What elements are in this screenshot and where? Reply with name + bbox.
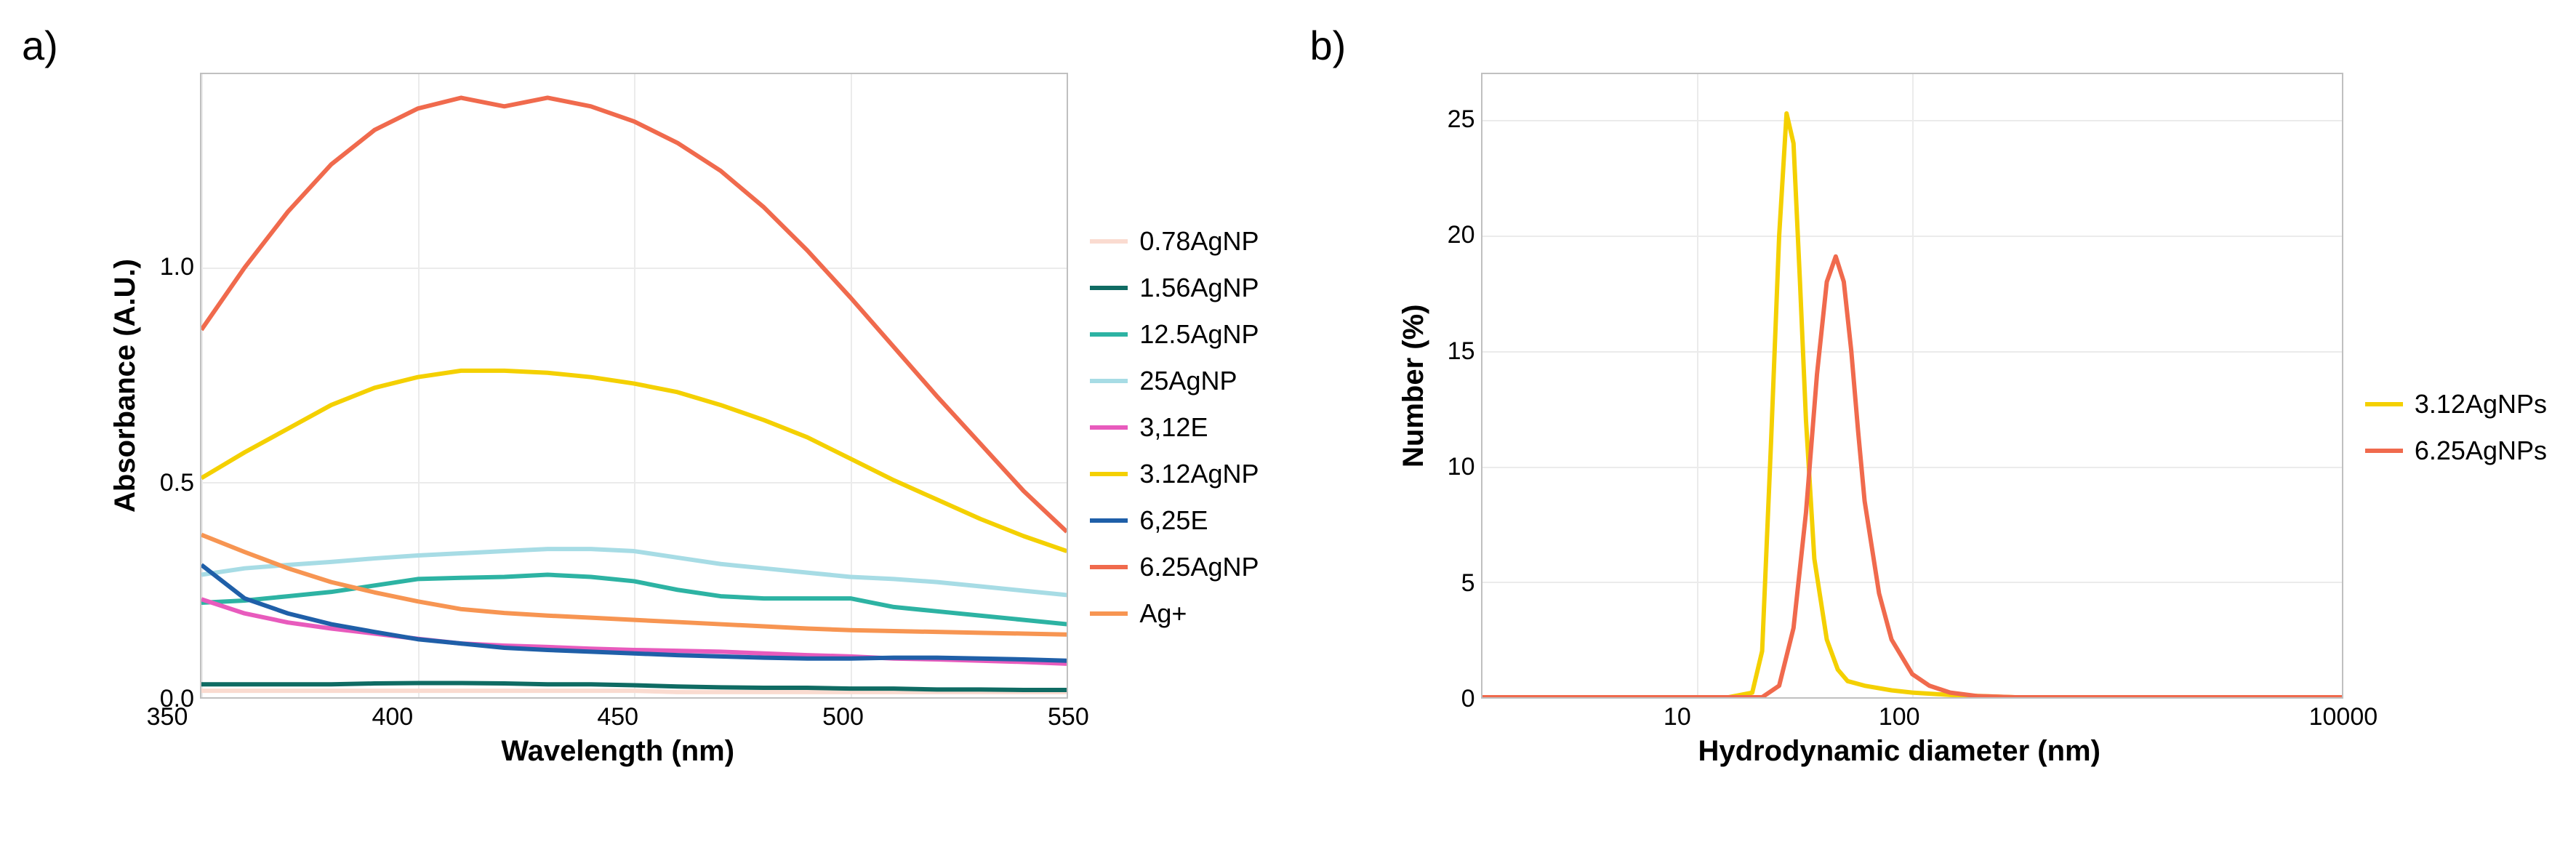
figure-root: a) Absorbance (A.U.) 1.00.50.0 350400450… bbox=[15, 15, 2561, 840]
grid-line bbox=[2342, 74, 2343, 697]
legend-swatch bbox=[1090, 425, 1128, 430]
legend-item: 3.12AgNPs bbox=[2365, 389, 2547, 420]
series-line bbox=[201, 97, 1067, 531]
legend-swatch bbox=[1090, 611, 1128, 616]
x-tick-label: 550 bbox=[1048, 703, 1089, 731]
legend-label: 3.12AgNP bbox=[1139, 459, 1259, 489]
legend-label: 6.25AgNPs bbox=[2415, 435, 2547, 466]
panel-b-y-axis-label: Number (%) bbox=[1390, 73, 1437, 699]
panel-b: b) Number (%) 0510152025 1010010000 Hydr… bbox=[1303, 15, 2562, 840]
panel-b-svg bbox=[1482, 74, 2342, 697]
x-tick-label: 10 bbox=[1664, 703, 1691, 731]
legend-item: 3,12E bbox=[1090, 412, 1259, 443]
legend-item: 12.5AgNP bbox=[1090, 319, 1259, 350]
panel-a-x-ticks-row: 350400450500550 bbox=[167, 699, 1068, 731]
panel-a-svg bbox=[201, 74, 1067, 697]
legend-label: 3,12E bbox=[1139, 412, 1208, 443]
panel-b-label: b) bbox=[1310, 22, 1347, 69]
panel-b-plot-row: Number (%) 0510152025 bbox=[1390, 73, 2343, 699]
panel-a-y-axis-label: Absorbance (A.U.) bbox=[102, 73, 149, 699]
y-tick-label: 20 bbox=[1448, 222, 1475, 247]
series-line bbox=[201, 549, 1067, 595]
y-tick-label: 15 bbox=[1448, 339, 1475, 364]
series-line bbox=[1482, 257, 2342, 697]
panel-b-y-ticks: 0510152025 bbox=[1437, 73, 1481, 699]
x-tick-label: 500 bbox=[822, 703, 864, 731]
y-tick-label: 25 bbox=[1448, 107, 1475, 132]
legend-swatch bbox=[1090, 472, 1128, 476]
series-line bbox=[1482, 113, 2342, 697]
legend-item: 0.78AgNP bbox=[1090, 226, 1259, 257]
legend-item: 6,25E bbox=[1090, 505, 1259, 536]
panel-a-chart-container: Absorbance (A.U.) 1.00.50.0 350400450500… bbox=[15, 15, 1068, 840]
x-tick-label: 10000 bbox=[2309, 703, 2378, 731]
legend-label: 25AgNP bbox=[1139, 366, 1237, 396]
legend-item: 1.56AgNP bbox=[1090, 273, 1259, 303]
legend-label: 12.5AgNP bbox=[1139, 319, 1259, 350]
legend-item: 25AgNP bbox=[1090, 366, 1259, 396]
panel-b-chart-container: Number (%) 0510152025 1010010000 Hydrody… bbox=[1303, 15, 2343, 840]
y-tick-label: 10 bbox=[1448, 454, 1475, 479]
legend-swatch bbox=[1090, 332, 1128, 337]
legend-swatch bbox=[1090, 518, 1128, 523]
legend-swatch bbox=[1090, 565, 1128, 569]
panel-a-label: a) bbox=[22, 22, 58, 69]
legend-swatch bbox=[1090, 379, 1128, 383]
x-tick-label: 100 bbox=[1879, 703, 1920, 731]
panel-b-x-ticks-row: 1010010000 bbox=[1456, 699, 2343, 731]
y-tick-label: 0.5 bbox=[160, 470, 194, 495]
legend-item: 6.25AgNP bbox=[1090, 552, 1259, 582]
panel-b-x-ticks: 1010010000 bbox=[1456, 699, 2343, 731]
panel-a-plot-area bbox=[200, 73, 1068, 699]
legend-label: 3.12AgNPs bbox=[2415, 389, 2547, 420]
panel-b-plot-area bbox=[1481, 73, 2343, 699]
legend-label: 1.56AgNP bbox=[1139, 273, 1259, 303]
y-tick-label: 1.0 bbox=[160, 254, 194, 279]
panel-a-plot-row: Absorbance (A.U.) 1.00.50.0 bbox=[102, 73, 1068, 699]
panel-a: a) Absorbance (A.U.) 1.00.50.0 350400450… bbox=[15, 15, 1274, 840]
y-tick-label: 5 bbox=[1461, 571, 1475, 595]
legend-swatch bbox=[2365, 402, 2403, 406]
legend-label: 0.78AgNP bbox=[1139, 226, 1259, 257]
panel-a-x-axis-label: Wavelength (nm) bbox=[167, 735, 1068, 768]
legend-item: 6.25AgNPs bbox=[2365, 435, 2547, 466]
x-tick-label: 400 bbox=[372, 703, 413, 731]
legend-swatch bbox=[1090, 239, 1128, 244]
legend-swatch bbox=[1090, 286, 1128, 290]
legend-label: 6,25E bbox=[1139, 505, 1208, 536]
legend-item: Ag+ bbox=[1090, 598, 1259, 629]
legend-label: Ag+ bbox=[1139, 598, 1187, 629]
panel-a-legend: 0.78AgNP 1.56AgNP 12.5AgNP 25AgNP 3,12E 3.12A… bbox=[1068, 15, 1273, 840]
panel-a-y-ticks: 1.00.50.0 bbox=[149, 73, 200, 699]
legend-item: 3.12AgNP bbox=[1090, 459, 1259, 489]
x-tick-label: 450 bbox=[597, 703, 638, 731]
legend-swatch bbox=[2365, 449, 2403, 453]
legend-label: 6.25AgNP bbox=[1139, 552, 1259, 582]
grid-line bbox=[1067, 74, 1068, 697]
x-tick-label: 350 bbox=[147, 703, 188, 731]
panel-a-x-ticks: 350400450500550 bbox=[167, 699, 1068, 731]
panel-b-x-axis-label: Hydrodynamic diameter (nm) bbox=[1456, 735, 2343, 768]
